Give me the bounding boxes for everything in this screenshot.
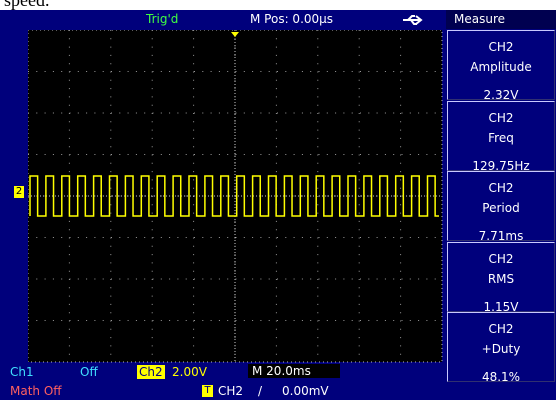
math-state: Math Off [10, 384, 62, 398]
measure-value: 129.75Hz [472, 158, 530, 173]
measure-value: 2.32V [483, 88, 519, 102]
measure-value: 7.71ms [478, 229, 524, 243]
usb-icon [403, 15, 423, 25]
measure-label: RMS [487, 271, 515, 286]
measure-value: 1.15V [483, 299, 519, 314]
time-position: M Pos: 0.00µs [250, 12, 334, 26]
ch2-scale: 2.00V [172, 365, 207, 379]
trigger-icon: T [202, 385, 213, 397]
measure-box[interactable]: CH2 Period 7.71ms [447, 171, 555, 243]
trigger-slope: / [258, 384, 263, 398]
trigger-status: Trig'd [146, 12, 179, 26]
measure-label: Period [482, 201, 520, 215]
timebase: M 20.0ms [248, 364, 340, 378]
trigger-source: CH2 [218, 384, 244, 398]
ch2-label: Ch2 [137, 365, 165, 379]
measure-box[interactable]: CH2 +Duty 48.1% [447, 312, 555, 384]
ch1-label: Ch1 [10, 365, 34, 379]
measure-channel: CH2 [488, 40, 514, 54]
measure-channel: CH2 [488, 110, 514, 125]
caption-fragment: speed. [4, 0, 50, 10]
measure-label: Amplitude [470, 60, 532, 74]
menu-title: Measure [446, 10, 556, 29]
measure-box[interactable]: CH2 Amplitude 2.32V [447, 30, 555, 102]
graticule [28, 30, 443, 363]
waveform [29, 175, 439, 217]
measure-label: Freq [488, 130, 514, 145]
measure-channel: CH2 [488, 251, 514, 266]
measure-value: 48.1% [481, 370, 521, 384]
trigger-position-marker [231, 32, 239, 37]
measure-box[interactable]: CH2 Freq 129.75Hz [447, 100, 555, 173]
measure-channel: CH2 [488, 322, 514, 336]
measure-channel: CH2 [488, 181, 514, 195]
trigger-level: 0.00mV [282, 384, 329, 398]
ch1-state: Off [80, 365, 98, 379]
scope-screen: Trig'd M Pos: 0.00µs Measure 2 CH2 Amplit… [0, 10, 556, 400]
measure-label: +Duty [481, 342, 521, 356]
channel-marker: 2 [14, 186, 24, 198]
measure-box[interactable]: CH2 RMS 1.15V [447, 241, 555, 314]
